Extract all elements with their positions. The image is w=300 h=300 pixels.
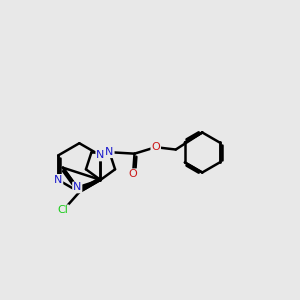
Text: N: N [54, 175, 62, 185]
Text: N: N [105, 147, 114, 157]
Text: O: O [152, 142, 160, 152]
Text: O: O [129, 169, 137, 179]
Text: Cl: Cl [58, 206, 69, 215]
Text: N: N [96, 150, 105, 161]
Text: N: N [73, 182, 81, 192]
